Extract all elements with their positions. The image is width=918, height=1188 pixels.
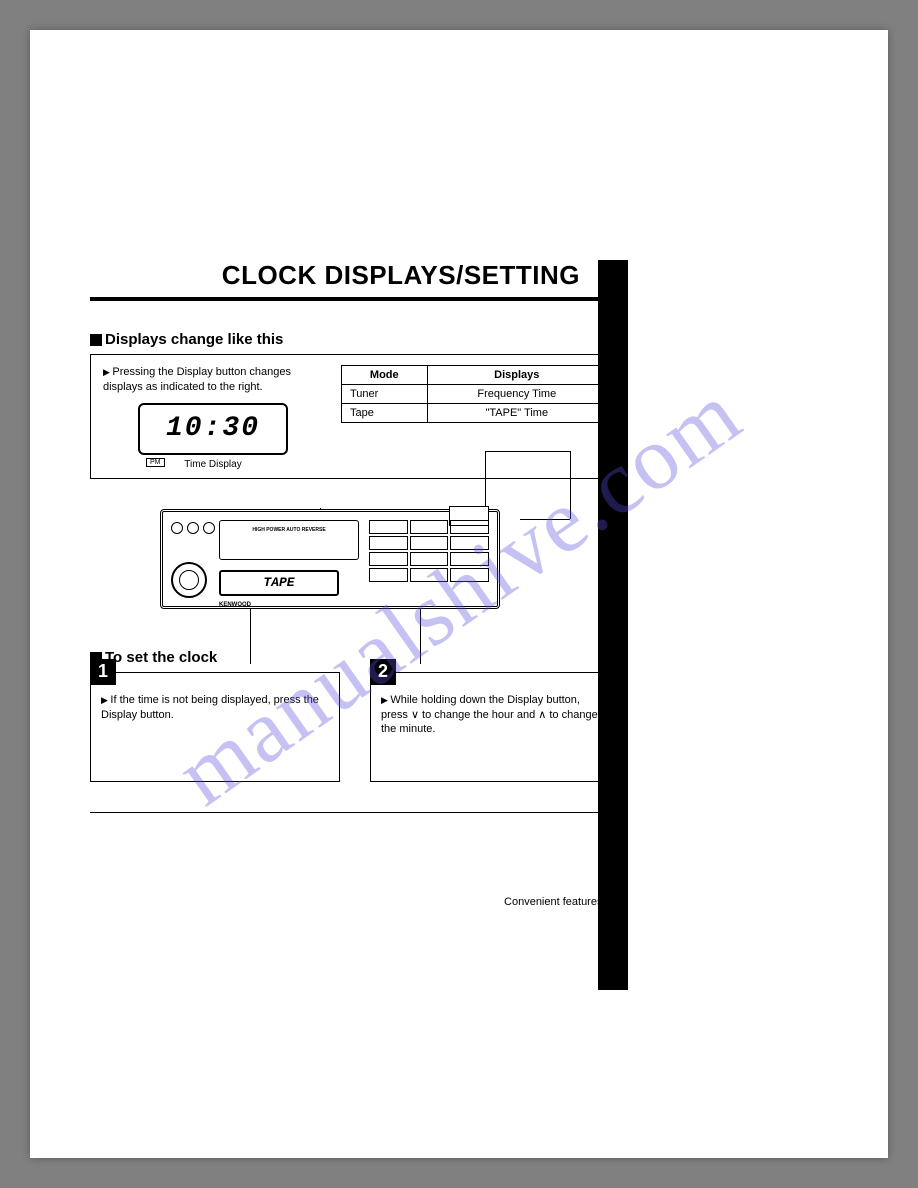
instruction-text: Pressing the Display button changes disp… (103, 365, 323, 395)
pm-badge: PM (146, 458, 165, 467)
section1-heading: Displays change like this (90, 331, 620, 348)
step-number: 2 (370, 659, 396, 685)
section2-heading-text: To set the clock (105, 649, 217, 666)
car-stereo-device: HIGH POWER AUTO REVERSE TAPE (160, 509, 500, 609)
step1-text: If the time is not being displayed, pres… (101, 693, 329, 723)
radio-lcd: TAPE (219, 570, 339, 596)
radio-button (410, 552, 449, 566)
radio-diagram-wrap: HIGH POWER AUTO REVERSE TAPE (90, 509, 620, 609)
radio-button (450, 552, 489, 566)
step-box-2: 2 While holding down the Display button,… (370, 672, 620, 782)
page-number: 15 (606, 893, 620, 908)
callout-line (570, 451, 571, 519)
bottom-rule (90, 812, 620, 813)
radio-button (450, 536, 489, 550)
page-title: CLOCK DISPLAYS/SETTING (90, 260, 620, 291)
clock-display: 10:30 PM (138, 403, 288, 455)
td-display: "TAPE" Time (427, 404, 606, 423)
callout-line (485, 451, 570, 452)
brand-label: KENWOOD (219, 602, 251, 608)
section2-heading: To set the clock (90, 649, 620, 666)
knob-icon (203, 522, 215, 534)
set-clock-section: To set the clock 1 If the time is not be… (90, 649, 620, 813)
radio-button (410, 520, 449, 534)
knob-icon (187, 522, 199, 534)
th-mode: Mode (342, 366, 428, 385)
radio-button (450, 568, 489, 582)
bullet-square-icon (90, 334, 102, 346)
radio-button (369, 520, 408, 534)
radio-button (450, 520, 489, 534)
td-mode: Tape (342, 404, 428, 423)
section1-heading-text: Displays change like this (105, 331, 283, 348)
mode-display-table: Mode Displays Tuner Frequency Time Tape … (341, 365, 607, 423)
cassette-label: HIGH POWER AUTO REVERSE (220, 527, 358, 533)
clock-caption: Time Display (103, 459, 323, 470)
td-mode: Tuner (342, 385, 428, 404)
radio-button (369, 552, 408, 566)
lcd-text: TAPE (263, 575, 294, 590)
table-row: Tape "TAPE" Time (342, 404, 607, 423)
step-box-1: 1 If the time is not being displayed, pr… (90, 672, 340, 782)
table-row: Tuner Frequency Time (342, 385, 607, 404)
callout-line (520, 519, 570, 520)
content-area: CLOCK DISPLAYS/SETTING Displays change l… (90, 260, 620, 813)
displays-change-box: Pressing the Display button changes disp… (90, 354, 620, 479)
volume-knob (171, 562, 207, 598)
knob-icon (171, 522, 183, 534)
td-display: Frequency Time (427, 385, 606, 404)
manual-page: CLOCK DISPLAYS/SETTING Displays change l… (30, 30, 888, 1158)
th-displays: Displays (427, 366, 606, 385)
radio-button (410, 568, 449, 582)
page-footer: Convenient features 15 (90, 893, 620, 908)
radio-button (410, 536, 449, 550)
title-underline (90, 297, 620, 301)
button-grid (369, 520, 489, 582)
small-knobs (171, 522, 215, 534)
step-number: 1 (90, 659, 116, 685)
clock-time: 10:30 (166, 413, 260, 444)
step2-text: While holding down the Display button, p… (381, 693, 609, 738)
footer-label: Convenient features (504, 896, 602, 908)
radio-button (369, 568, 408, 582)
radio-button (369, 536, 408, 550)
cassette-slot: HIGH POWER AUTO REVERSE (219, 520, 359, 560)
